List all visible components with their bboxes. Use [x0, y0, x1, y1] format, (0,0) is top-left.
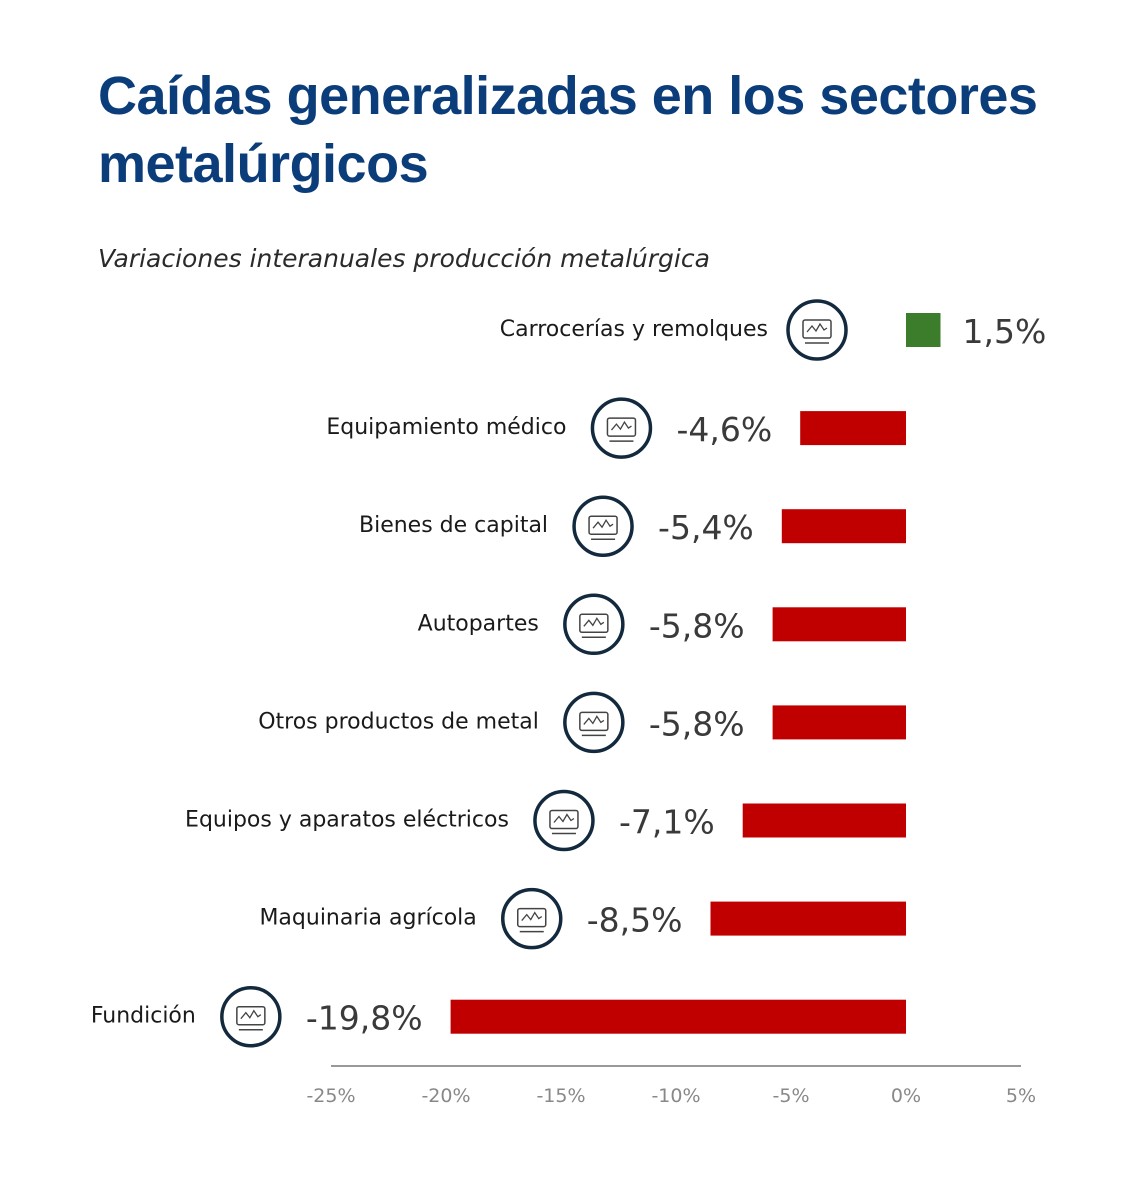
category-label: Bienes de capital — [359, 513, 548, 538]
bar — [800, 411, 906, 446]
x-tick-label: 0% — [891, 1085, 921, 1107]
value-label: -5,8% — [649, 606, 745, 645]
bar — [772, 705, 906, 740]
trailer-icon — [786, 299, 848, 361]
value-label: -4,6% — [676, 410, 772, 449]
x-tick-label: -5% — [773, 1085, 810, 1107]
bar — [772, 607, 906, 642]
bar — [906, 313, 941, 347]
robot-arm-icon — [572, 495, 634, 557]
foundry-ladle-icon — [220, 985, 282, 1048]
value-label: -5,8% — [649, 704, 745, 743]
medical-monitor-icon — [590, 397, 653, 459]
value-label: 1,5% — [963, 312, 1047, 351]
bar-row: -5,8% Autopartes — [418, 593, 906, 656]
category-label: Fundición — [91, 1004, 196, 1029]
value-label: -7,1% — [619, 803, 715, 842]
x-tick-label: 5% — [1006, 1085, 1036, 1107]
bar — [450, 999, 906, 1034]
bar-row: -8,5% Maquinaria agrícola — [259, 887, 906, 950]
category-label: Carrocerías y remolques — [500, 317, 768, 342]
electrical-icon — [533, 789, 595, 852]
bar — [710, 901, 906, 936]
bar — [781, 509, 906, 544]
x-tick-label: -15% — [536, 1085, 585, 1107]
category-label: Autopartes — [418, 611, 539, 636]
category-label: Equipos y aparatos eléctricos — [185, 808, 509, 833]
bar-row: -5,4% Bienes de capital — [359, 495, 906, 557]
value-label: -8,5% — [587, 901, 683, 940]
bar-row: -7,1% Equipos y aparatos eléctricos — [185, 789, 906, 852]
x-tick-label: -10% — [651, 1085, 700, 1107]
chart-subtitle: Variaciones interanuales producción meta… — [98, 244, 710, 273]
bar-row: -4,6% Equipamiento médico — [326, 397, 906, 459]
bar — [742, 803, 906, 838]
harvester-icon — [501, 887, 563, 950]
chart-title: Caídas generalizadas en los sectores met… — [98, 66, 1038, 194]
category-label: Otros productos de metal — [258, 709, 539, 734]
value-label: -5,4% — [658, 508, 754, 547]
auto-parts-icon — [563, 593, 625, 656]
value-label: -19,8% — [306, 999, 423, 1038]
category-label: Maquinaria agrícola — [259, 906, 476, 931]
bar-row: -19,8% Fundición — [91, 985, 906, 1048]
gears-icon — [563, 691, 625, 754]
x-tick-label: -20% — [421, 1085, 470, 1107]
category-label: Equipamiento médico — [326, 415, 566, 440]
bar-row: -5,8% Otros productos de metal — [258, 691, 906, 754]
x-tick-label: -25% — [306, 1085, 355, 1107]
bar-row: 1,5% Carrocerías y remolques — [500, 299, 1047, 361]
